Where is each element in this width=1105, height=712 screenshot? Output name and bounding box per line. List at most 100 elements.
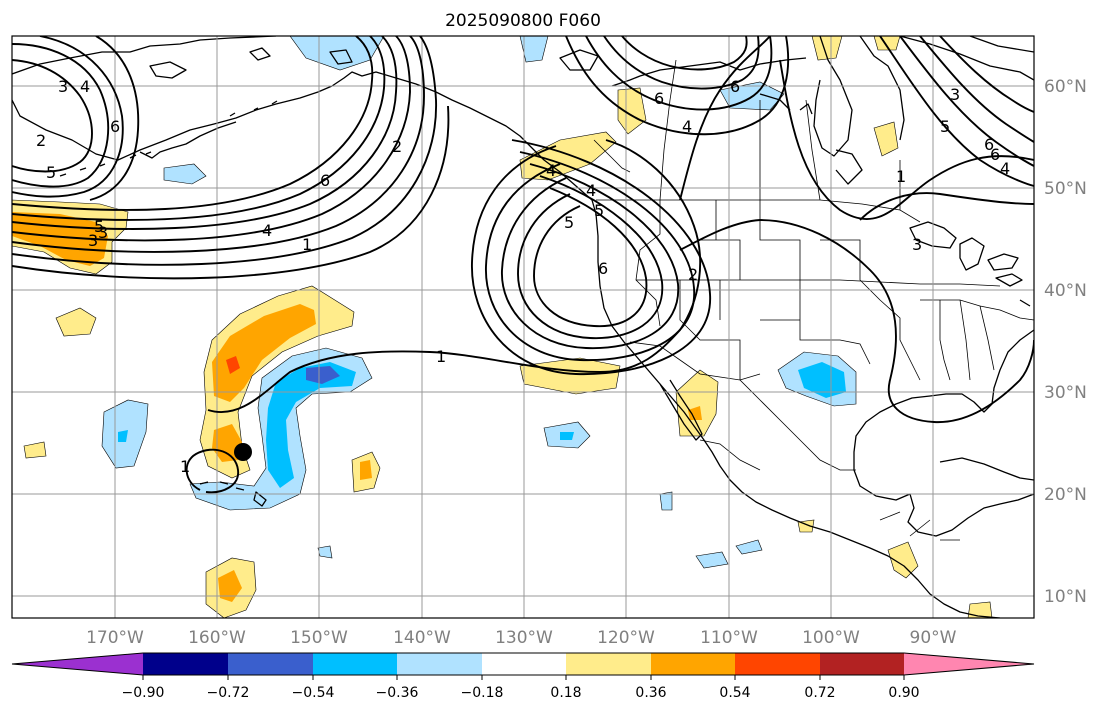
contour-label: 6 xyxy=(990,145,1000,164)
contour-line xyxy=(485,151,695,362)
contour-label: 2 xyxy=(36,131,46,150)
contour-line xyxy=(679,219,1034,423)
negative-anomaly-region xyxy=(163,163,207,185)
contour-label: 2 xyxy=(392,137,402,156)
positive-anomaly-region xyxy=(218,570,242,602)
colorbar-tick-label: 0.54 xyxy=(719,685,750,701)
contour-line xyxy=(939,36,1034,113)
contour-line xyxy=(919,36,1034,143)
longitude-axis: 170°W 160°W 150°W 140°W 130°W 120°W 110°… xyxy=(86,628,957,648)
contour-line xyxy=(12,36,425,253)
colorbar-segment xyxy=(313,653,397,675)
latitude-label: 60°N xyxy=(1044,77,1087,97)
negative-anomaly-region xyxy=(289,36,385,71)
alaska-coastline xyxy=(12,36,593,201)
negative-anomaly-region xyxy=(798,362,846,398)
cuba-caribbean xyxy=(939,299,1034,481)
contour-label: 5 xyxy=(46,163,56,182)
negative-anomaly-region xyxy=(266,362,356,488)
contour-label: 4 xyxy=(80,77,90,96)
longitude-label: 170°W xyxy=(86,628,144,648)
contour-line xyxy=(585,36,773,111)
contour-label: 6 xyxy=(598,259,608,278)
colorbar: −0.90 −0.72 −0.54 −0.36 −0.18 0.18 0.36 … xyxy=(11,652,1035,701)
contour-line xyxy=(12,36,374,211)
contour-line xyxy=(89,36,140,201)
colorbar-tick-label: 0.90 xyxy=(888,685,919,701)
latitude-label: 40°N xyxy=(1044,281,1087,301)
colorbar-tick-label: −0.90 xyxy=(122,685,165,701)
contour-label: 5 xyxy=(594,201,604,220)
contour-label: 5 xyxy=(94,217,104,236)
contour-line xyxy=(533,187,648,328)
map-panel[interactable]: 3 4 6 2 5 3 5 3 6 4 1 2 6 4 6 5 4 5 6 4 … xyxy=(12,36,1034,618)
contour-label: 4 xyxy=(262,221,272,240)
contour-label: 3 xyxy=(58,77,68,96)
contour-line xyxy=(12,105,450,280)
longitude-label: 120°W xyxy=(597,628,655,648)
positive-anomaly-region xyxy=(212,304,316,402)
contour-line xyxy=(501,163,680,350)
hudson-bay-coast xyxy=(813,36,905,185)
contour-label: 1 xyxy=(436,347,446,366)
latitude-label: 50°N xyxy=(1044,179,1087,199)
latitude-label: 30°N xyxy=(1044,383,1087,403)
colorbar-segment xyxy=(143,653,228,675)
positive-anomaly-region xyxy=(873,36,901,51)
us-west-coast xyxy=(591,199,1001,618)
negative-anomaly-region xyxy=(306,366,340,384)
longitude-label: 100°W xyxy=(802,628,860,648)
alaska-canada-border xyxy=(593,139,631,173)
map-frame xyxy=(11,35,1035,619)
mexico-borders xyxy=(699,379,960,541)
positive-anomaly-region xyxy=(811,36,843,61)
colorbar-tick-label: −0.18 xyxy=(461,685,504,701)
contour-label: 3 xyxy=(950,85,960,104)
positive-anomaly-region xyxy=(688,406,702,420)
colorbar-segment xyxy=(397,653,482,675)
storm-center-marker[interactable] xyxy=(234,443,252,461)
latlon-grid xyxy=(12,36,1034,618)
arctic-islands xyxy=(149,47,599,79)
colorbar-tick-label: 0.36 xyxy=(635,685,666,701)
negative-anomaly-region xyxy=(659,491,673,511)
negative-anomaly-region xyxy=(317,545,333,559)
contour-line xyxy=(12,36,398,230)
positive-anomaly-region xyxy=(360,460,372,480)
contour-line xyxy=(565,36,790,136)
contour-labels: 3 4 6 2 5 3 5 3 6 4 1 2 6 4 6 5 4 5 6 4 … xyxy=(36,77,1010,476)
colorbar-segment xyxy=(482,653,566,675)
negative-anomaly-region xyxy=(560,432,574,440)
alaska-coastline xyxy=(139,121,237,159)
contour-line xyxy=(859,192,1034,221)
contour-line xyxy=(779,59,1034,221)
positive-anomaly-region xyxy=(887,541,919,579)
colorbar-segment xyxy=(566,653,651,675)
contour-label: 3 xyxy=(88,231,98,250)
negative-anomaly-region xyxy=(118,430,128,442)
positive-anomaly-region xyxy=(617,87,647,135)
longitude-label: 130°W xyxy=(495,628,553,648)
contour-label: 6 xyxy=(730,77,740,96)
colorbar-extend-max xyxy=(904,653,1034,675)
contour-label: 3 xyxy=(912,235,922,254)
contour-line xyxy=(471,139,711,376)
contour-label: 5 xyxy=(564,213,574,232)
contour-line xyxy=(899,36,1034,167)
colorbar-tick-label: 0.18 xyxy=(550,685,581,701)
great-lakes xyxy=(909,221,1023,287)
contour-label: 1 xyxy=(302,235,312,254)
longitude-label: 110°W xyxy=(700,628,758,648)
longitude-label: 150°W xyxy=(290,628,348,648)
contour-label: 1 xyxy=(896,167,906,186)
contour-line xyxy=(879,36,1034,187)
contour-label: 3 xyxy=(98,223,108,242)
latitude-label: 10°N xyxy=(1044,587,1087,607)
hawaiian-islands xyxy=(199,481,267,507)
contour-label: 4 xyxy=(586,181,596,200)
positive-anomaly-region xyxy=(23,441,47,459)
contour-label: 2 xyxy=(688,265,698,284)
positive-anomaly-region xyxy=(55,307,97,337)
colorbar-segment xyxy=(820,653,904,675)
positive-anomaly-region xyxy=(675,369,719,437)
